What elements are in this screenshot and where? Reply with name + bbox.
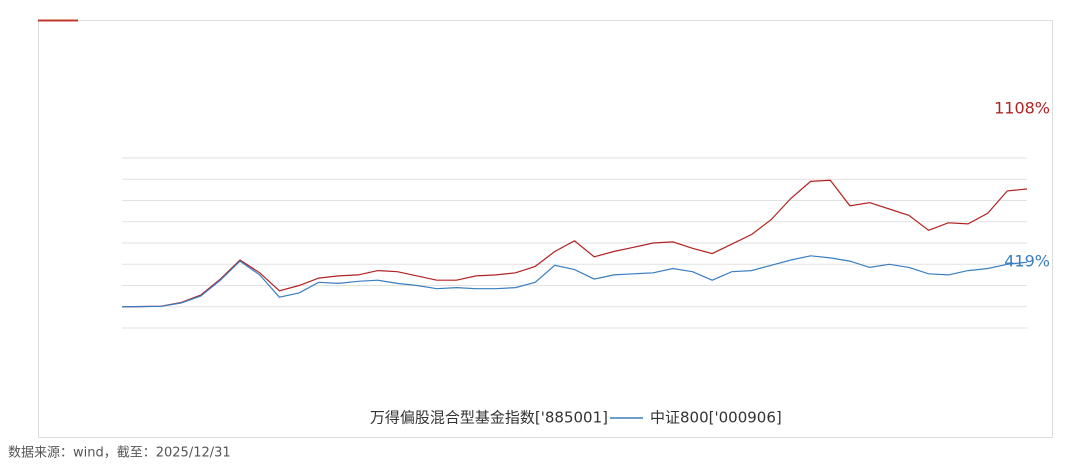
- end-label: 419%: [1004, 252, 1050, 271]
- legend-label: 中证800['000906]: [650, 409, 782, 427]
- end-label: 1108%: [994, 99, 1050, 118]
- chart-frame: [38, 20, 1053, 438]
- source-note: 数据来源：wind，截至：2025/12/31: [8, 446, 231, 461]
- series-line: [121, 179, 1028, 308]
- legend-label: 万得偏股混合型基金指数['885001]: [370, 409, 608, 427]
- series-line: [121, 255, 1028, 308]
